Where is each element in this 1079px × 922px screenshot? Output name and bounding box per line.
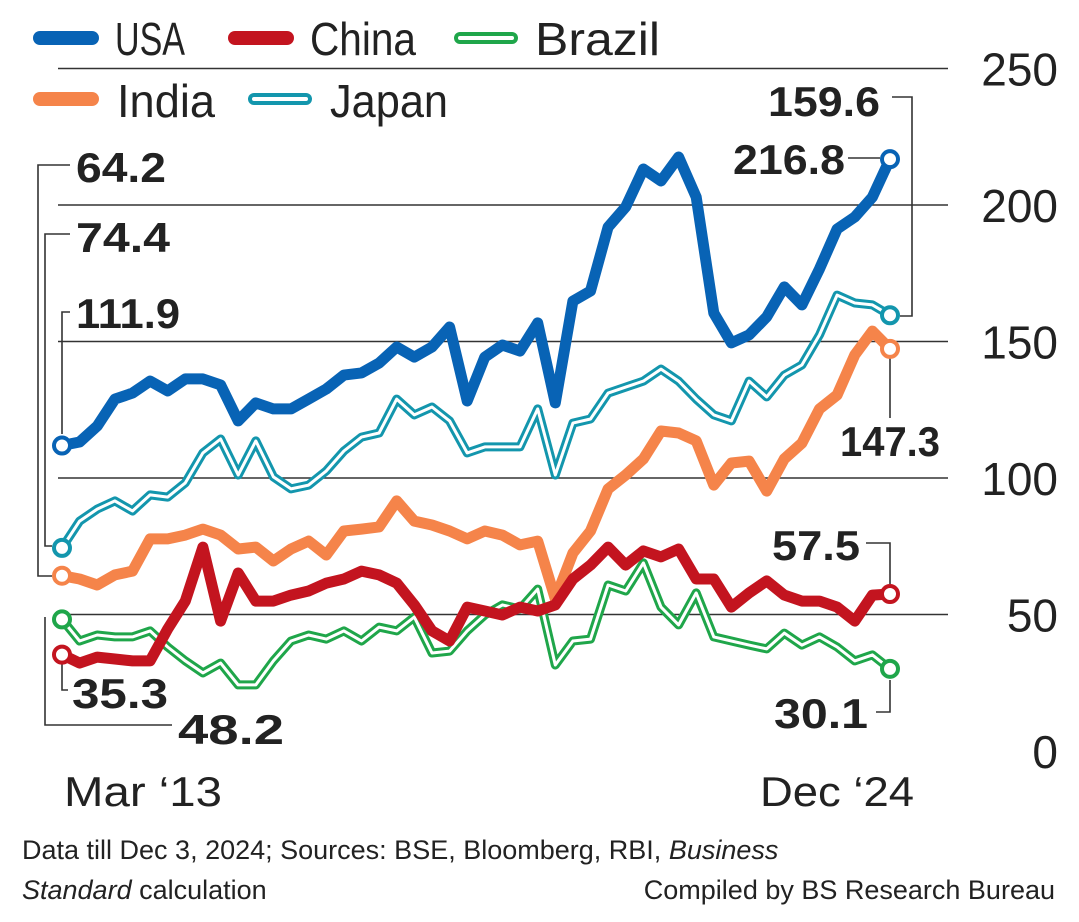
leader-japan-end [892, 96, 913, 317]
legend-label: Japan [330, 75, 448, 127]
y-tick-label: 0 [1032, 726, 1058, 778]
footer-source: Data till Dec 3, 2024; Sources: BSE, Blo… [22, 832, 778, 868]
leader-brazil-end [876, 680, 891, 713]
series-line-japan [58, 290, 893, 551]
y-tick-label: 150 [981, 317, 1058, 369]
label-japan-end: 159.6 [768, 78, 880, 125]
leader-india-start [37, 164, 70, 577]
point-marker-japan [880, 305, 900, 326]
leader-usa-start [61, 311, 70, 434]
point-marker-brazil [52, 609, 72, 630]
legend-item-usa: USA [33, 13, 185, 65]
leader-china-start [61, 664, 68, 691]
point-marker-brazil [880, 658, 900, 679]
label-brazil-start: 48.2 [178, 706, 284, 753]
endpoint-markers [52, 149, 900, 679]
legend-label: USA [115, 13, 185, 65]
series-line-china [59, 541, 891, 669]
legend-label: Brazil [535, 13, 660, 65]
point-marker-india [52, 565, 72, 586]
value-annotations: 159.6 216.8 147.3 57.5 30.1 64.2 74.4 11… [72, 78, 940, 753]
legend: USA China Brazil India Japan [33, 13, 660, 127]
point-marker-usa [52, 435, 72, 456]
leader-brazil-start [44, 617, 172, 726]
series-lines [58, 151, 895, 690]
source-text-2: calculation [131, 875, 267, 905]
y-tick-label: 250 [981, 44, 1058, 96]
series-usa [60, 151, 895, 451]
footer-credit: Compiled by BS Research Bureau [643, 875, 1055, 905]
source-italic: Business [668, 835, 779, 865]
series-line-india [60, 325, 894, 605]
legend-label: India [117, 75, 215, 127]
legend-item-japan: Japan [248, 75, 448, 127]
annotation-leaders [37, 96, 913, 726]
source-text: Data till Dec 3, 2024; Sources: BSE, Blo… [22, 835, 669, 865]
point-marker-china [52, 644, 72, 665]
label-usa-end: 216.8 [733, 136, 845, 183]
leader-japan-start [44, 233, 70, 547]
series-china [59, 541, 891, 669]
x-tick-label-end: Dec ‘24 [760, 768, 914, 815]
footer-source-cont: Standard calculation [22, 872, 267, 908]
leader-china-end [866, 542, 891, 584]
label-china-end: 57.5 [772, 522, 860, 569]
label-brazil-end: 30.1 [774, 690, 868, 737]
legend-label: China [310, 13, 416, 65]
source-italic-2: Standard [22, 875, 132, 905]
legend-item-china: China [228, 13, 416, 65]
series-line-inner [60, 561, 891, 687]
label-india-end: 147.3 [840, 418, 940, 465]
label-usa-start: 111.9 [76, 290, 180, 337]
x-tick-label-start: Mar ‘13 [64, 768, 222, 815]
y-tick-label: 100 [981, 453, 1058, 505]
label-japan-start: 74.4 [76, 214, 171, 261]
point-marker-japan [52, 537, 72, 558]
y-axis-ticks: 0 50 100 150 200 250 [981, 44, 1058, 779]
point-marker-usa [880, 149, 900, 170]
series-line-usa [60, 151, 895, 451]
point-marker-china [880, 584, 900, 605]
legend-item-india: India [33, 75, 215, 127]
series-line-inner [60, 293, 891, 549]
legend-item-brazil: Brazil [454, 13, 660, 65]
point-marker-india [880, 338, 900, 359]
series-japan [58, 290, 893, 551]
label-china-start: 35.3 [72, 670, 168, 717]
y-tick-label: 50 [1007, 590, 1058, 642]
label-india-start: 64.2 [76, 144, 166, 191]
series-brazil [58, 558, 893, 690]
y-tick-label: 200 [981, 180, 1058, 232]
series-india [60, 325, 894, 605]
